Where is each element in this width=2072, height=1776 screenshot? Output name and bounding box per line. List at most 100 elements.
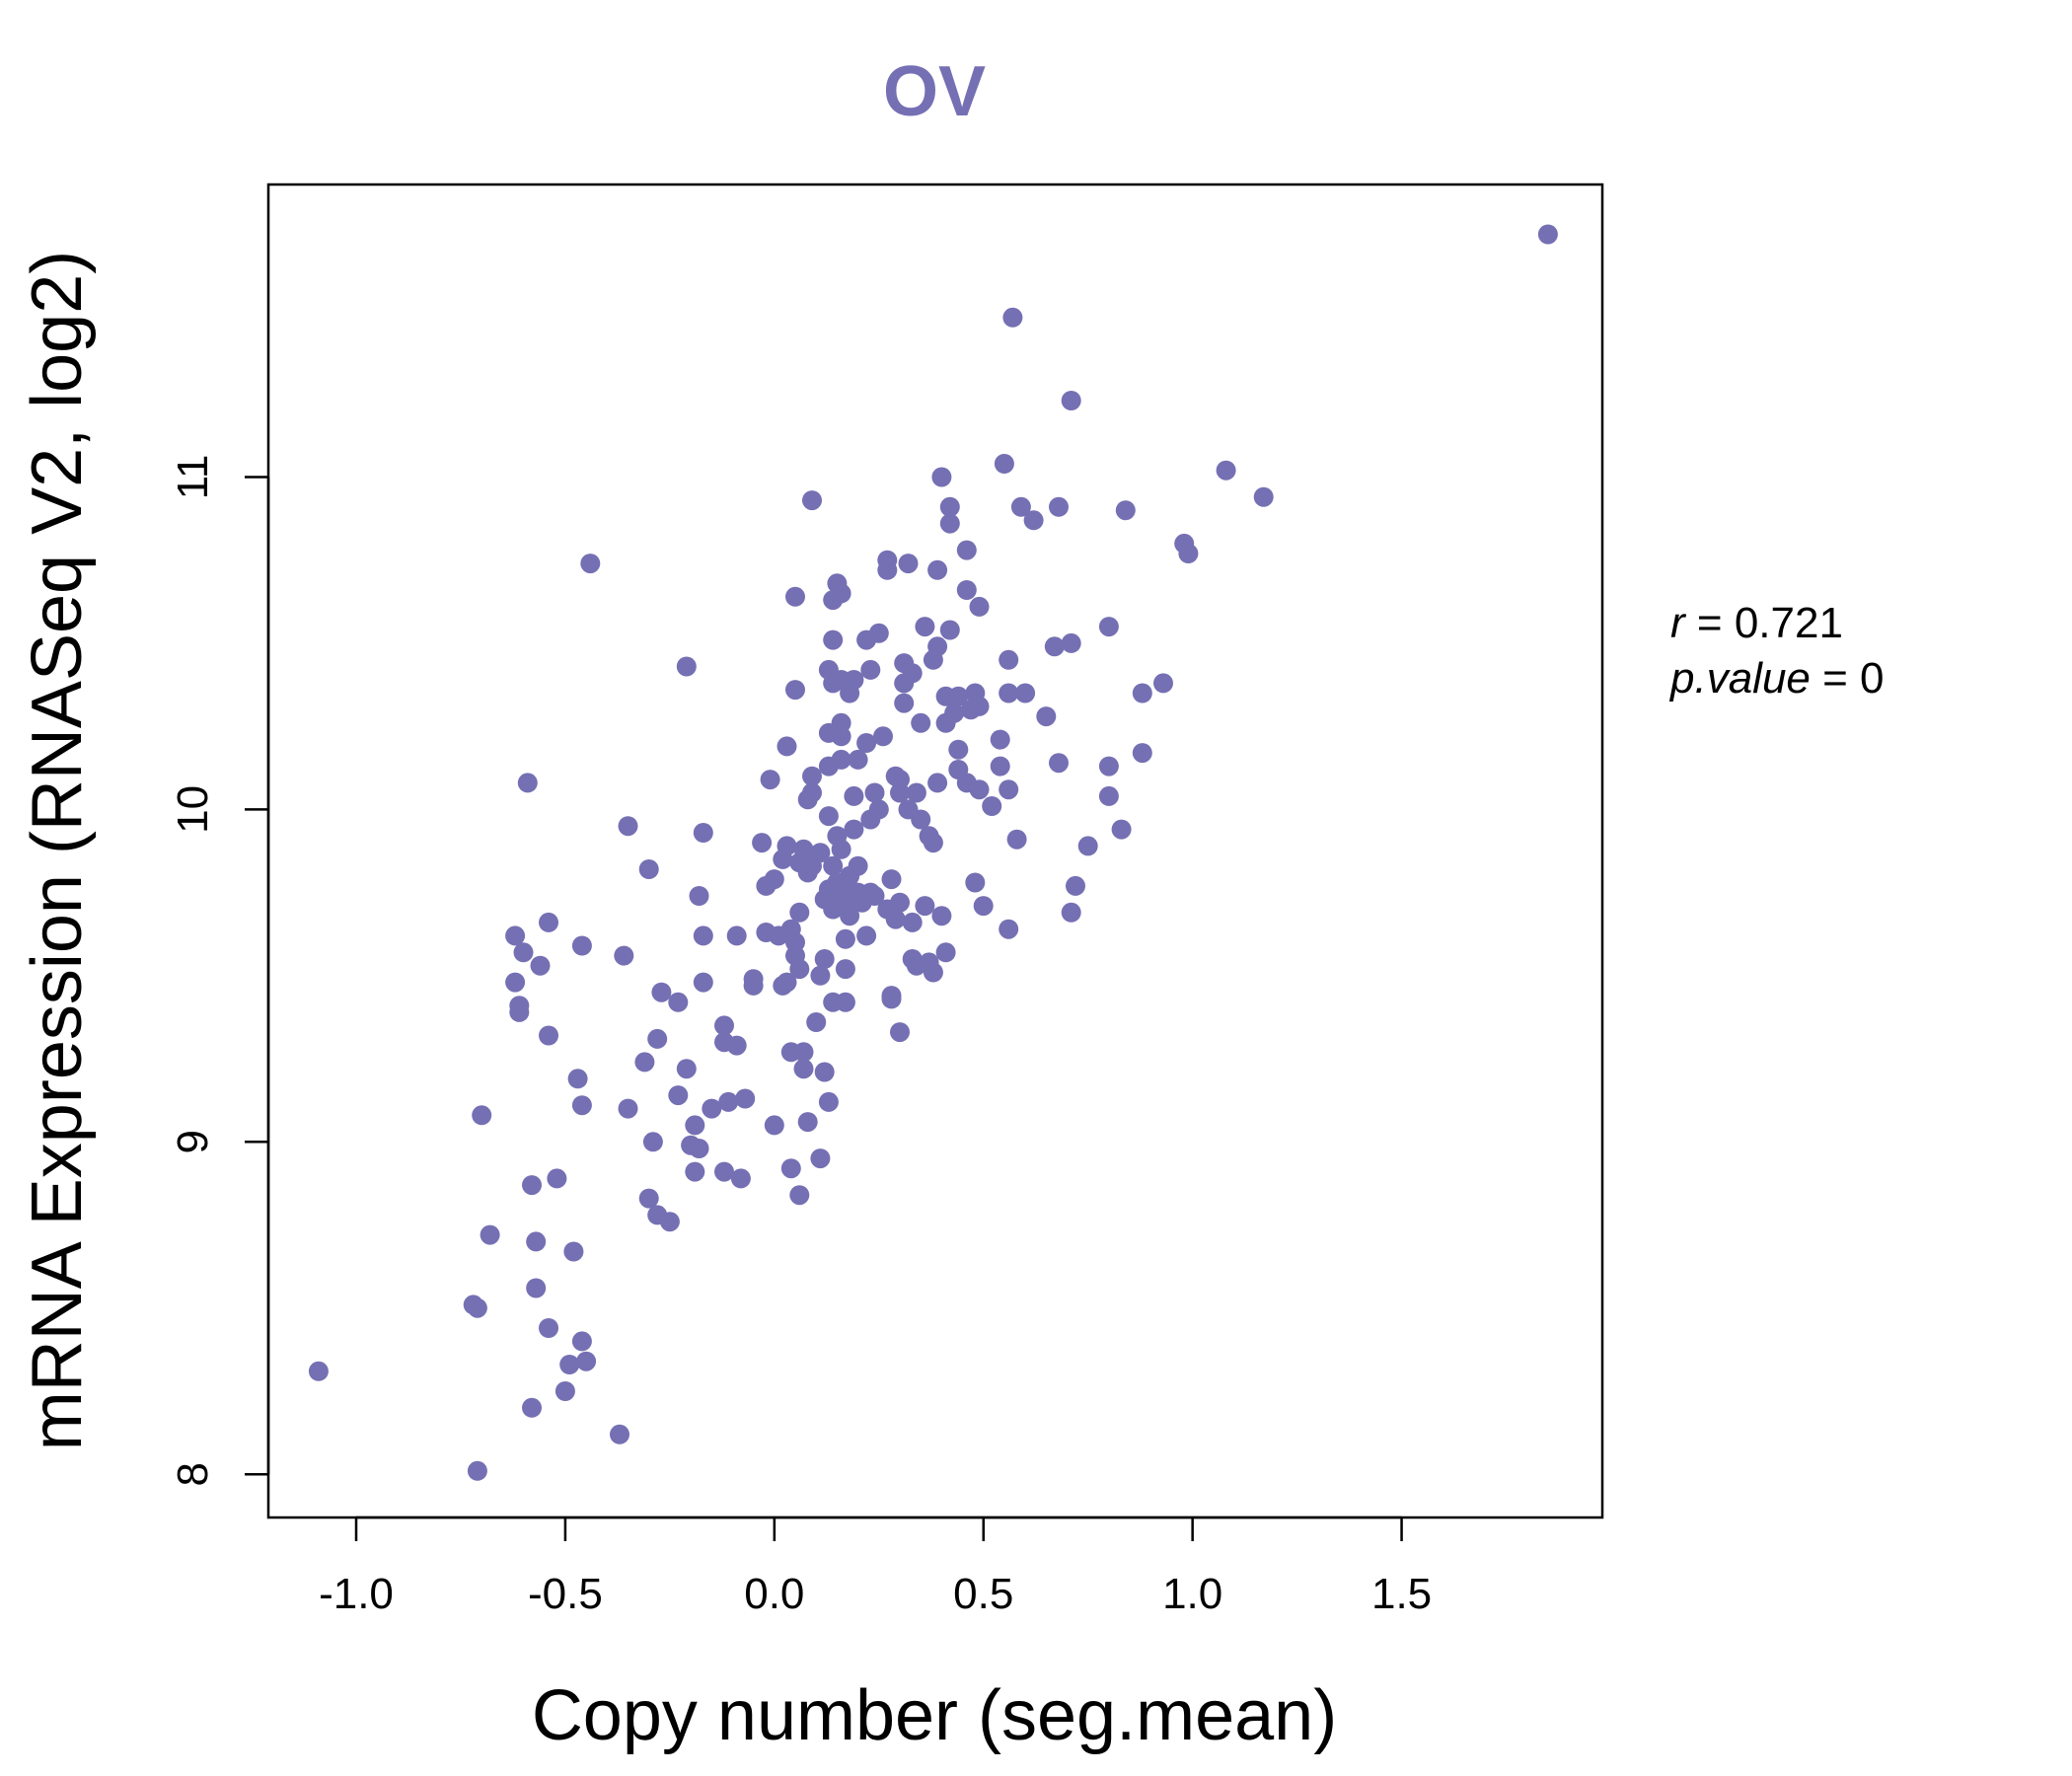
data-point	[835, 959, 855, 980]
data-point	[676, 1059, 697, 1079]
data-point	[939, 620, 960, 640]
data-point	[814, 949, 835, 969]
data-point	[777, 736, 797, 757]
data-point	[1023, 510, 1044, 531]
data-point	[814, 1062, 835, 1082]
data-point	[1216, 460, 1236, 481]
data-point	[831, 583, 851, 604]
y-tick-label: 9	[169, 1130, 217, 1153]
data-point	[973, 896, 994, 917]
data-point	[831, 839, 851, 859]
data-point	[714, 1161, 734, 1182]
chart-title: OV	[883, 52, 986, 131]
data-point	[931, 467, 952, 487]
data-point	[894, 693, 915, 713]
data-point	[555, 1381, 575, 1401]
data-point	[873, 726, 893, 747]
data-point	[902, 912, 923, 932]
data-point	[956, 540, 977, 560]
data-point	[539, 1025, 558, 1046]
data-point	[693, 823, 713, 843]
data-point	[844, 785, 864, 806]
data-point	[764, 869, 784, 890]
data-point	[780, 1158, 801, 1179]
x-axis: -1.0 -0.5 0.0 0.5 1.0 1.5	[319, 1516, 1432, 1618]
data-point	[1098, 756, 1119, 777]
data-point	[1132, 743, 1152, 764]
data-point	[969, 596, 990, 617]
data-point	[898, 554, 919, 574]
data-point	[823, 629, 844, 650]
data-point	[1061, 391, 1081, 410]
data-point	[676, 656, 697, 677]
data-point	[610, 1424, 629, 1444]
data-point	[890, 1022, 910, 1043]
data-point	[1002, 307, 1023, 328]
x-tick-label: 0.5	[953, 1570, 1013, 1618]
data-point	[647, 1028, 668, 1049]
data-point	[539, 1318, 558, 1338]
data-point	[906, 782, 926, 803]
data-point	[948, 739, 969, 760]
data-point	[810, 965, 831, 986]
data-point	[877, 550, 898, 570]
data-point	[789, 902, 810, 923]
y-axis-title: mRNA Expression (RNASeq V2, log2)	[18, 251, 97, 1450]
data-point	[1115, 500, 1136, 521]
p-value: 0	[1860, 654, 1884, 703]
p-annotation: p.value = 0	[1668, 654, 1885, 703]
data-point	[994, 454, 1014, 474]
data-point	[802, 782, 822, 803]
data-point	[931, 906, 952, 926]
data-point	[785, 932, 805, 953]
data-point	[571, 1095, 592, 1116]
data-point	[642, 1132, 663, 1152]
data-point	[726, 925, 747, 946]
data-point	[668, 992, 689, 1012]
data-point	[999, 919, 1019, 939]
data-point	[915, 896, 935, 917]
x-tick-label: 1.0	[1162, 1570, 1222, 1618]
data-point	[567, 1069, 588, 1089]
data-point	[923, 833, 943, 853]
data-point	[571, 935, 592, 956]
data-point	[526, 1278, 547, 1298]
data-point	[793, 1042, 814, 1063]
data-point	[864, 886, 885, 906]
data-point	[793, 1059, 814, 1079]
data-point	[999, 683, 1019, 703]
data-point	[885, 909, 906, 929]
data-point	[651, 982, 672, 1002]
data-point	[856, 925, 877, 946]
data-point	[1061, 632, 1081, 653]
data-point	[927, 773, 948, 793]
p-equals: =	[1811, 654, 1860, 703]
data-point	[848, 855, 868, 876]
data-point	[1006, 829, 1027, 850]
data-point	[509, 1001, 530, 1022]
data-point	[840, 906, 860, 926]
data-point	[1111, 819, 1132, 840]
data-point	[939, 496, 960, 517]
data-point	[881, 869, 902, 890]
data-point	[868, 799, 889, 820]
data-point	[890, 892, 910, 913]
data-point	[785, 680, 805, 701]
data-point	[1049, 753, 1069, 774]
data-point	[571, 1331, 592, 1352]
data-point	[730, 1168, 751, 1189]
data-point	[1132, 683, 1152, 703]
data-point	[785, 586, 805, 607]
data-point	[634, 1052, 655, 1073]
data-point	[818, 1091, 839, 1112]
data-point	[614, 945, 634, 966]
points-layer	[308, 224, 1558, 1481]
data-point	[1098, 785, 1119, 806]
data-point	[881, 986, 902, 1006]
r-value: 0.721	[1735, 599, 1843, 647]
x-tick-label: 1.5	[1371, 1570, 1432, 1618]
data-point	[735, 1088, 756, 1109]
data-point	[948, 686, 969, 706]
data-point	[927, 636, 948, 657]
